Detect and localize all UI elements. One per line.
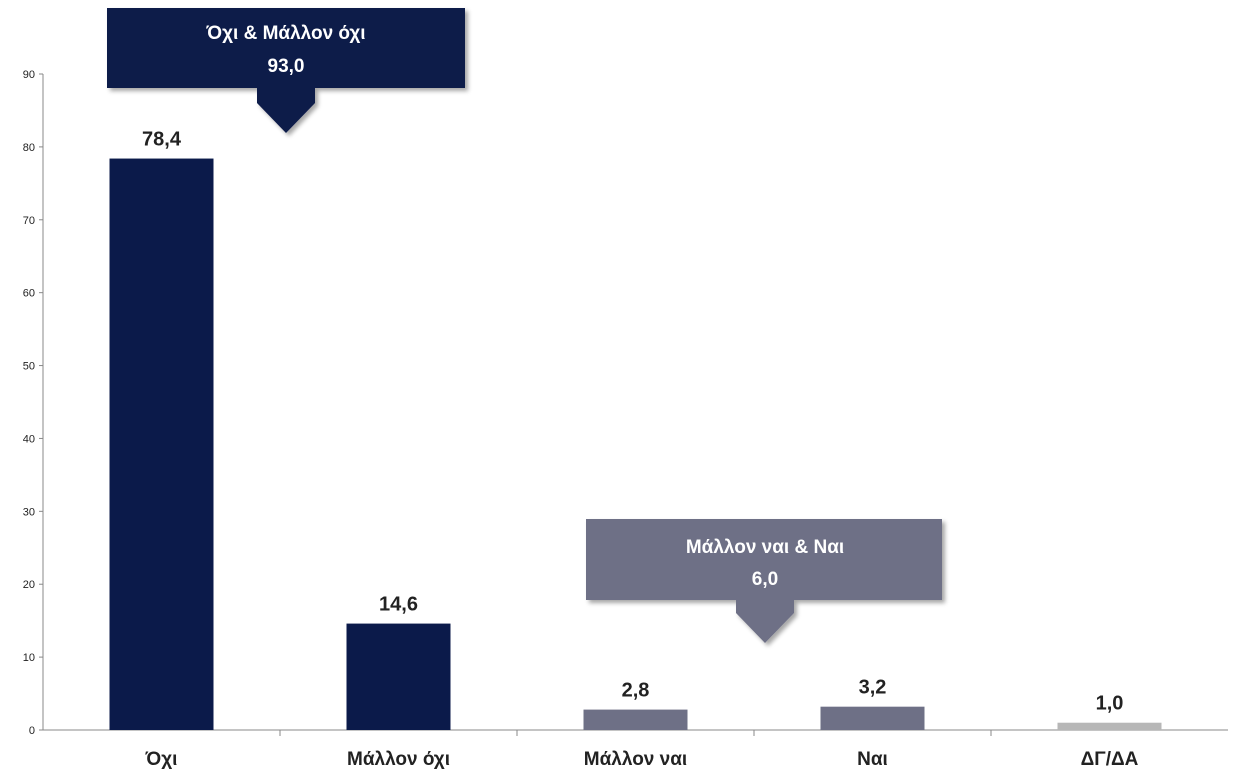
x-category-label: Μάλλον ναι (584, 749, 687, 770)
bar-value-label: 78,4 (142, 129, 182, 151)
bars: 78,4 Όχι 14,6 Μάλλον όχι 2,8 Μάλλον ναι 3,2 Ναι… (109, 129, 1162, 770)
callout-no-total-label: Όχι & Μάλλον όχι (205, 23, 365, 44)
bar-value-label: 2,8 (622, 680, 650, 702)
y-tick-label: 10 (23, 652, 35, 664)
callout-yes-total-box (586, 519, 942, 643)
bar (583, 709, 688, 730)
callout-no-total: Όχι & Μάλλον όχι 93,0 (107, 8, 465, 133)
y-tick-label: 20 (23, 579, 35, 591)
y-tick-label: 40 (23, 433, 35, 445)
bar-value-label: 1,0 (1096, 693, 1124, 715)
bar-value-label: 14,6 (379, 594, 418, 616)
bar (1057, 722, 1162, 730)
callout-yes-total-label: Μάλλον ναι & Ναι (686, 537, 844, 558)
y-tick-label: 70 (23, 215, 35, 227)
callout-no-total-box (107, 8, 465, 133)
y-tick-label: 30 (23, 506, 35, 518)
x-category-label: Όχι (145, 749, 178, 770)
y-tick-label: 60 (23, 288, 35, 300)
bar (109, 158, 214, 730)
callout-yes-total-value: 6,0 (752, 569, 778, 590)
bar (346, 623, 451, 730)
bar-value-label: 3,2 (859, 677, 887, 699)
x-category-label: Ναι (857, 749, 888, 770)
y-tick-label: 0 (29, 725, 35, 737)
axes: 0 10 20 30 40 50 60 70 80 90 (23, 69, 1228, 737)
x-category-label: Μάλλον όχι (347, 749, 450, 770)
bar (820, 706, 925, 730)
y-tick-label: 80 (23, 142, 35, 154)
x-category-label: ΔΓ/ΔΑ (1081, 749, 1139, 770)
callout-no-total-value: 93,0 (268, 56, 305, 77)
y-tick-label: 50 (23, 361, 35, 373)
callout-yes-total: Μάλλον ναι & Ναι 6,0 (586, 519, 942, 643)
y-tick-label: 90 (23, 69, 35, 81)
